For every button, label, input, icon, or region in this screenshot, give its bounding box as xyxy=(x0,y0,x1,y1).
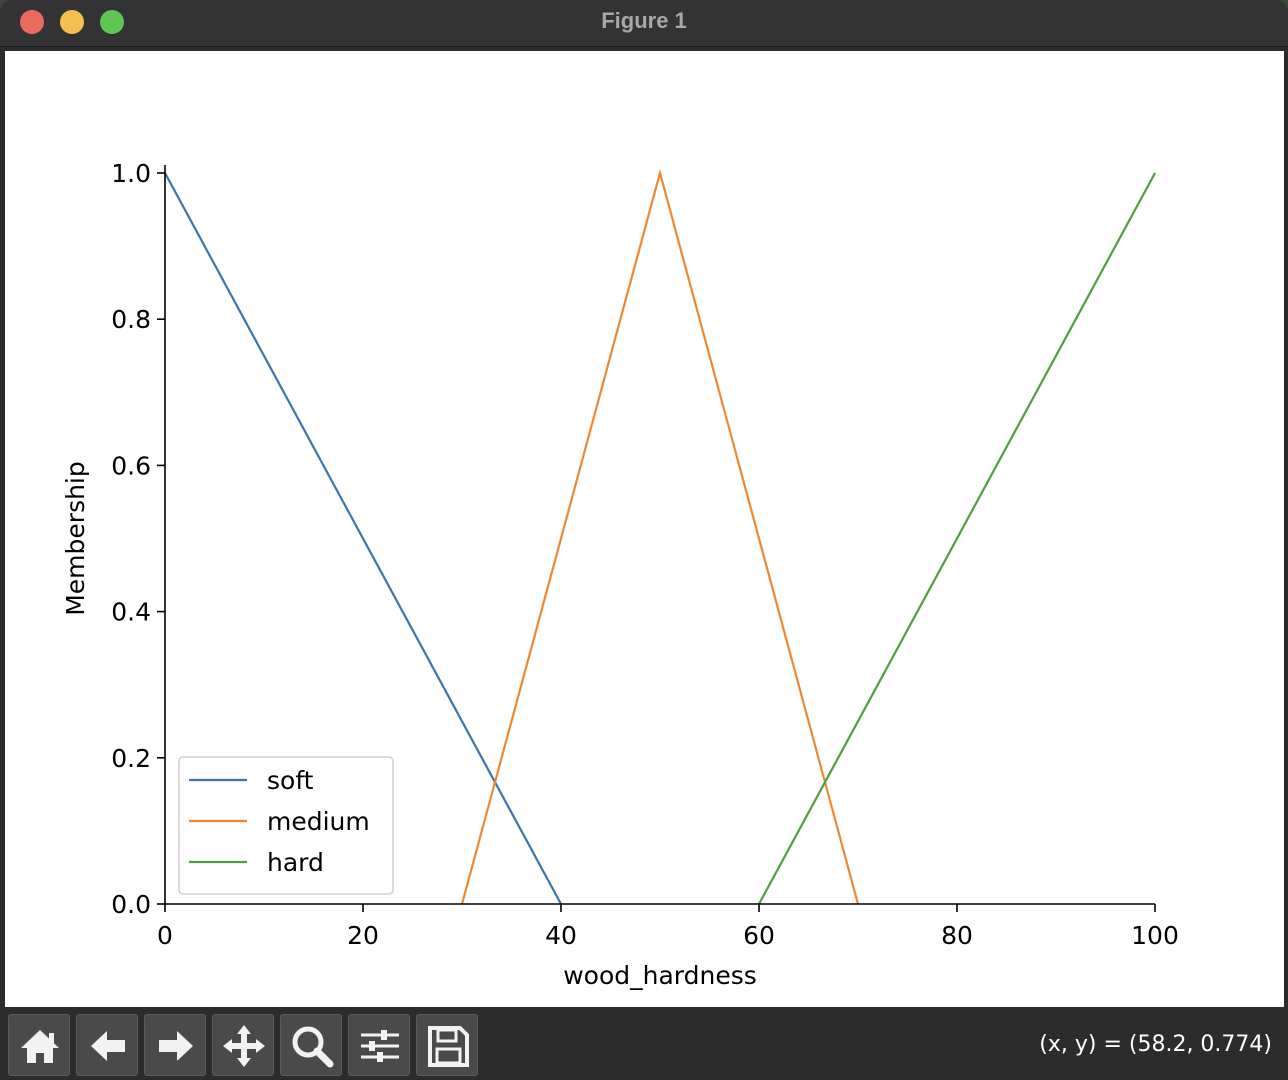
arrow-right-icon xyxy=(159,1031,193,1061)
x-tick-label-0: 0 xyxy=(157,921,173,950)
arrow-left-icon xyxy=(91,1031,125,1061)
window-title: Figure 1 xyxy=(601,8,687,33)
y-tick-label-0.8: 0.8 xyxy=(111,305,151,334)
x-tick-label-20: 20 xyxy=(347,921,379,950)
legend-label-soft: soft xyxy=(267,766,314,795)
forward-button[interactable] xyxy=(144,1014,206,1076)
y-tick-label-1.0: 1.0 xyxy=(111,159,151,188)
move-icon xyxy=(223,1025,265,1067)
maximize-button[interactable] xyxy=(100,10,124,34)
figure-canvas[interactable]: 0 20 40 60 80 100 0.0 0.2 0.4 0.6 0.8 1.0 wood_hardn… xyxy=(5,51,1284,1007)
membership-chart: 0 20 40 60 80 100 0.0 0.2 0.4 0.6 0.8 1.0 wood_hardn… xyxy=(61,159,1179,990)
sliders-icon xyxy=(361,1030,399,1062)
pan-button[interactable] xyxy=(212,1014,274,1076)
save-button[interactable] xyxy=(416,1014,478,1076)
legend-label-hard: hard xyxy=(267,848,324,877)
x-tick-label-100: 100 xyxy=(1131,921,1179,950)
configure-subplots-button[interactable] xyxy=(348,1014,410,1076)
magnifier-icon xyxy=(292,1026,334,1068)
floppy-disk-icon xyxy=(428,1026,469,1067)
zoom-button[interactable] xyxy=(280,1014,342,1076)
series-line-medium xyxy=(460,168,860,905)
home-icon xyxy=(21,1030,59,1063)
navigation-toolbar: (x, y) = (58.2, 0.774) xyxy=(0,1010,1288,1080)
series-line-hard xyxy=(758,172,1156,905)
close-button[interactable] xyxy=(20,10,44,34)
x-axis-label: wood_hardness xyxy=(563,961,757,990)
y-axis-label: Membership xyxy=(61,461,90,616)
minimize-button[interactable] xyxy=(60,10,84,34)
y-tick-label-0.4: 0.4 xyxy=(111,598,151,627)
legend-label-medium: medium xyxy=(267,807,370,836)
y-tick-label-0.0: 0.0 xyxy=(111,890,151,919)
x-tick-label-80: 80 xyxy=(941,921,973,950)
x-tick-label-40: 40 xyxy=(545,921,577,950)
title-bar: Figure 1 xyxy=(0,0,1288,47)
coordinate-readout: (x, y) = (58.2, 0.774) xyxy=(1039,1032,1272,1057)
x-tick-label-60: 60 xyxy=(743,921,775,950)
y-tick-label-0.6: 0.6 xyxy=(111,451,151,480)
back-button[interactable] xyxy=(76,1014,138,1076)
home-button[interactable] xyxy=(8,1014,70,1076)
legend-box xyxy=(178,756,394,895)
y-tick-label-0.2: 0.2 xyxy=(111,744,151,773)
